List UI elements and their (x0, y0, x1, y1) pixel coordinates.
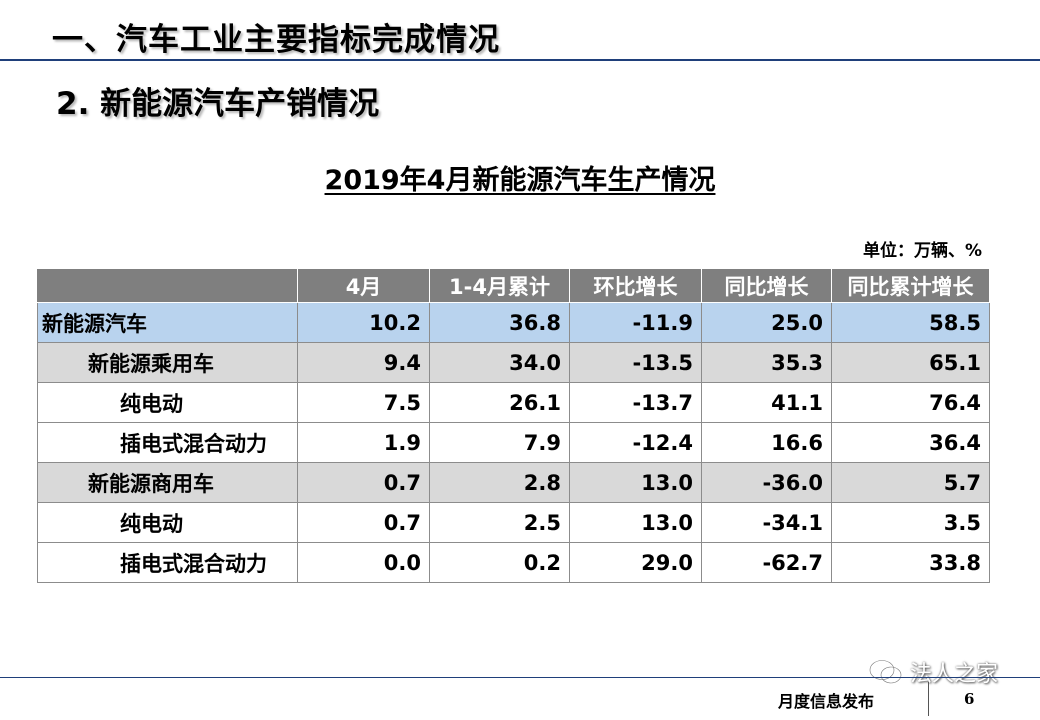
unit-label: 单位：万辆、% (862, 241, 982, 261)
value-cell: 41.1 (701, 382, 832, 423)
value-cell: 16.6 (701, 422, 832, 463)
table-title-wrap: 2019年4月新能源汽车生产情况 (0, 158, 1040, 197)
value-cell: 9.4 (297, 342, 430, 383)
section-title: 一、汽车工业主要指标完成情况 (52, 22, 500, 58)
table-header-row: 4月 1-4月累计 环比增长 同比增长 同比累计增长 (37, 268, 990, 303)
table-row: 新能源乘用车 9.4 34.0 -13.5 35.3 65.1 (37, 342, 990, 383)
value-cell: 13.0 (569, 462, 702, 503)
value-cell: 36.4 (831, 422, 990, 463)
table-row: 插电式混合动力 1.9 7.9 -12.4 16.6 36.4 (37, 422, 990, 463)
value-cell: 0.0 (297, 542, 430, 583)
header-divider (0, 59, 1040, 61)
footer-divider (0, 677, 1040, 678)
value-cell: 35.3 (701, 342, 832, 383)
table-row: 插电式混合动力 0.0 0.2 29.0 -62.7 33.8 (37, 542, 990, 583)
header-cell: 1-4月累计 (429, 268, 570, 303)
header-cell: 同比累计增长 (831, 268, 990, 303)
production-table: 4月 1-4月累计 环比增长 同比增长 同比累计增长 新能源汽车 10.2 36.8… (37, 268, 990, 583)
subsection-title: 2. 新能源汽车产销情况 (56, 86, 380, 122)
value-cell: 25.0 (701, 302, 832, 343)
value-cell: 1.9 (297, 422, 430, 463)
value-cell: 3.5 (831, 502, 990, 543)
value-cell: 0.2 (429, 542, 570, 583)
header-cell: 4月 (297, 268, 430, 303)
value-cell: 7.5 (297, 382, 430, 423)
header-cell (37, 268, 298, 303)
watermark-text: 法人之家 (910, 662, 999, 687)
value-cell: -13.5 (569, 342, 702, 383)
value-cell: 58.5 (831, 302, 990, 343)
value-cell: 2.5 (429, 502, 570, 543)
value-cell: 5.7 (831, 462, 990, 503)
value-cell: 65.1 (831, 342, 990, 383)
table-row: 新能源汽车 10.2 36.8 -11.9 25.0 58.5 (37, 302, 990, 343)
row-label: 新能源汽车 (37, 302, 298, 343)
row-label: 纯电动 (37, 382, 298, 423)
footer-label: 月度信息发布 (778, 692, 875, 711)
value-cell: 10.2 (297, 302, 430, 343)
value-cell: 34.0 (429, 342, 570, 383)
value-cell: -62.7 (701, 542, 832, 583)
row-label: 新能源商用车 (37, 462, 298, 503)
value-cell: 2.8 (429, 462, 570, 503)
watermark: 法人之家 (868, 656, 998, 688)
row-label: 纯电动 (37, 502, 298, 543)
value-cell: 13.0 (569, 502, 702, 543)
value-cell: -36.0 (701, 462, 832, 503)
value-cell: -34.1 (701, 502, 832, 543)
table-title: 2019年4月新能源汽车生产情况 (324, 165, 716, 196)
value-cell: 7.9 (429, 422, 570, 463)
row-label: 插电式混合动力 (37, 542, 298, 583)
value-cell: 76.4 (831, 382, 990, 423)
wechat-icon (868, 659, 903, 685)
header-cell: 环比增长 (569, 268, 702, 303)
footer-separator (928, 682, 929, 716)
value-cell: -11.9 (569, 302, 702, 343)
value-cell: 0.7 (297, 462, 430, 503)
value-cell: 26.1 (429, 382, 570, 423)
value-cell: 29.0 (569, 542, 702, 583)
page-number: 6 (964, 690, 975, 708)
value-cell: 36.8 (429, 302, 570, 343)
value-cell: 33.8 (831, 542, 990, 583)
table-row: 纯电动 0.7 2.5 13.0 -34.1 3.5 (37, 502, 990, 543)
value-cell: 0.7 (297, 502, 430, 543)
row-label: 新能源乘用车 (37, 342, 298, 383)
row-label: 插电式混合动力 (37, 422, 298, 463)
table-row: 新能源商用车 0.7 2.8 13.0 -36.0 5.7 (37, 462, 990, 503)
header-cell: 同比增长 (701, 268, 832, 303)
value-cell: -12.4 (569, 422, 702, 463)
value-cell: -13.7 (569, 382, 702, 423)
table-row: 纯电动 7.5 26.1 -13.7 41.1 76.4 (37, 382, 990, 423)
